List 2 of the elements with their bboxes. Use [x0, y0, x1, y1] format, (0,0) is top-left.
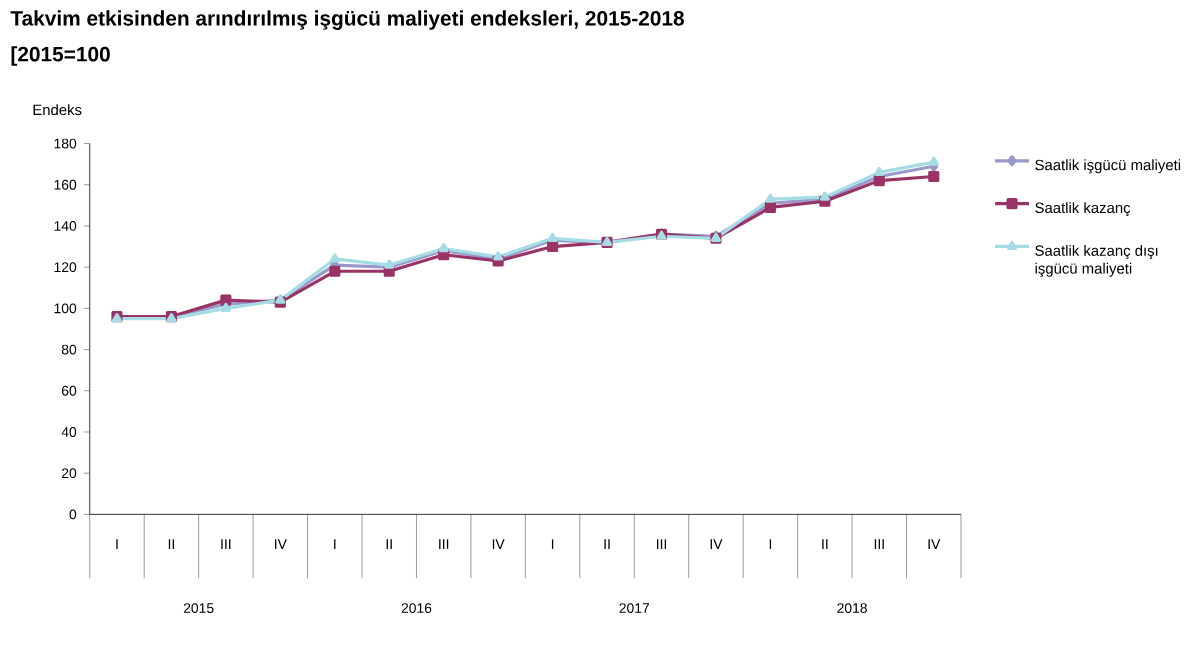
chart-subtitle: [2015=100 [11, 46, 110, 66]
chart-title: Takvim etkisinden arındırılmış işgücü maliyeti endeksleri, 2015-2018 [10, 10, 684, 31]
